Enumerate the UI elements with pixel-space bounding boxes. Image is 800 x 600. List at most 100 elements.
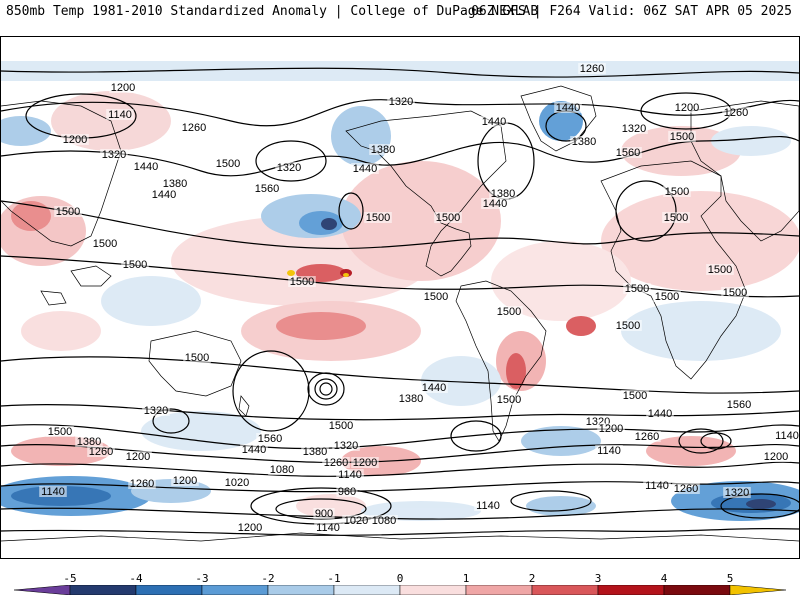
contour-label: 1140 bbox=[597, 445, 621, 457]
colorbar-swatch bbox=[135, 585, 203, 595]
contour-label: 1320 bbox=[334, 440, 358, 452]
colorbar-swatch bbox=[333, 585, 401, 595]
contour-label: 1080 bbox=[270, 464, 294, 476]
colorbar-tick-label: 3 bbox=[594, 572, 602, 585]
contour-label-bg bbox=[223, 477, 251, 488]
contour-label-bg bbox=[180, 122, 208, 133]
contour-label: 1440 bbox=[152, 189, 176, 201]
contour-label: 1140 bbox=[41, 486, 65, 498]
contour-label-bg bbox=[106, 109, 134, 120]
colorbar-tick-label: 1 bbox=[462, 572, 470, 585]
contour-label-bg bbox=[653, 291, 681, 302]
colorbar-swatch bbox=[201, 585, 269, 595]
contour-label: 1440 bbox=[422, 382, 446, 394]
anomaly-map: 1260 1200 1320 1440 1200 1260 1140 1440 1320 1260… bbox=[0, 36, 800, 559]
contour-label-bg bbox=[434, 212, 462, 223]
contour-label-bg bbox=[584, 416, 612, 427]
contour-label: 1200 bbox=[63, 134, 87, 146]
contour-label-bg bbox=[161, 178, 189, 189]
contour-label: 1500 bbox=[329, 420, 353, 432]
contour-label-bg bbox=[275, 162, 303, 173]
contour-label-bg bbox=[150, 189, 178, 200]
contour-label: 1500 bbox=[655, 291, 679, 303]
contour-label-bg bbox=[351, 457, 379, 468]
contour-label: 1320 bbox=[725, 487, 749, 499]
contour-label-bg bbox=[87, 446, 115, 457]
contour-label: 1500 bbox=[56, 206, 80, 218]
contour-label: 1260 bbox=[324, 457, 348, 469]
contour-label: 1200 bbox=[353, 457, 377, 469]
model-run-info: 06Z GFS | F264 Valid: 06Z SAT APR 05 202… bbox=[471, 4, 792, 19]
contour-label: 1380 bbox=[572, 136, 596, 148]
contour-label-bg bbox=[420, 382, 448, 393]
contour-label: 1500 bbox=[123, 259, 147, 271]
contour-label-bg bbox=[61, 134, 89, 145]
contour-label: 1440 bbox=[353, 163, 377, 175]
colorbar-swatch bbox=[597, 585, 665, 595]
contour-label: 1560 bbox=[616, 147, 640, 159]
contour-label-bg bbox=[481, 198, 509, 209]
colorbar-swatch bbox=[267, 585, 335, 595]
contour-label-bg bbox=[100, 149, 128, 160]
contour-label-bg bbox=[46, 426, 74, 437]
contour-label-bg bbox=[342, 515, 370, 526]
contour-label-bg bbox=[722, 107, 750, 118]
contour-label-bg bbox=[673, 102, 701, 113]
contour-label-bg bbox=[268, 464, 296, 475]
colorbar-tick-label: -4 bbox=[129, 572, 143, 585]
contour-label: 1260 bbox=[182, 122, 206, 134]
colorbar-labels: -5 -4 -3 -2 -1 0 1 2 3 4 5 bbox=[0, 572, 800, 586]
contour-label-bg bbox=[643, 480, 671, 491]
contour-label-bg bbox=[422, 291, 450, 302]
contour-label: 1260 bbox=[130, 478, 154, 490]
colorbar-swatch bbox=[69, 585, 137, 595]
coastlines bbox=[1, 85, 799, 542]
contour-label-bg bbox=[721, 287, 749, 298]
contour-label: 1500 bbox=[424, 291, 448, 303]
colorbar-swatch bbox=[399, 585, 467, 595]
contour-label: 1200 bbox=[764, 451, 788, 463]
contour-label: 1380 bbox=[371, 144, 395, 156]
contour-label: 1500 bbox=[623, 390, 647, 402]
colorbar-tick-label: 5 bbox=[726, 572, 734, 585]
contour-label-bg bbox=[369, 144, 397, 155]
contour-label: 1500 bbox=[723, 287, 747, 299]
contour-label: 1320 bbox=[389, 96, 413, 108]
contour-label-bg bbox=[332, 440, 360, 451]
contour-label: 1440 bbox=[482, 116, 506, 128]
colorbar-tick-label: -1 bbox=[327, 572, 341, 585]
contour-label-bg bbox=[623, 283, 651, 294]
contour-label: 1320 bbox=[622, 123, 646, 135]
contour-label: 1260 bbox=[674, 483, 698, 495]
contour-label-bg bbox=[397, 393, 425, 404]
contour-label-bg bbox=[327, 420, 355, 431]
contour-label-bg bbox=[633, 431, 661, 442]
contour-label: 1440 bbox=[648, 408, 672, 420]
contour-label-bg bbox=[387, 96, 415, 107]
contour-label: 1020 bbox=[344, 515, 368, 527]
contour-label: 1500 bbox=[366, 212, 390, 224]
contour-label: 1200 bbox=[675, 102, 699, 114]
contour-label-bg bbox=[132, 161, 160, 172]
contour-label: 1500 bbox=[616, 320, 640, 332]
contour-label: 1380 bbox=[491, 188, 515, 200]
contour-label-bg bbox=[236, 522, 264, 533]
contour-label: 1440 bbox=[134, 161, 158, 173]
contour-label-bg bbox=[646, 408, 674, 419]
contour-label: 1200 bbox=[126, 451, 150, 463]
contour-label-bg bbox=[91, 238, 119, 249]
contour-label-bg bbox=[256, 433, 284, 444]
contour-label: 1440 bbox=[556, 102, 580, 114]
contour-label-bg bbox=[773, 430, 799, 441]
contour-label-bg bbox=[351, 163, 379, 174]
contour-label: 1500 bbox=[665, 186, 689, 198]
contour-label-bg bbox=[142, 405, 170, 416]
contour-label: 1500 bbox=[216, 158, 240, 170]
contour-label-bg bbox=[663, 186, 691, 197]
colorbar-extend-low bbox=[14, 585, 71, 595]
contour-label: 1140 bbox=[775, 430, 799, 442]
contour-label-bg bbox=[489, 188, 517, 199]
contour-label: 1440 bbox=[242, 444, 266, 456]
contour-label: 1500 bbox=[708, 264, 732, 276]
contour-label: 1560 bbox=[727, 399, 751, 411]
